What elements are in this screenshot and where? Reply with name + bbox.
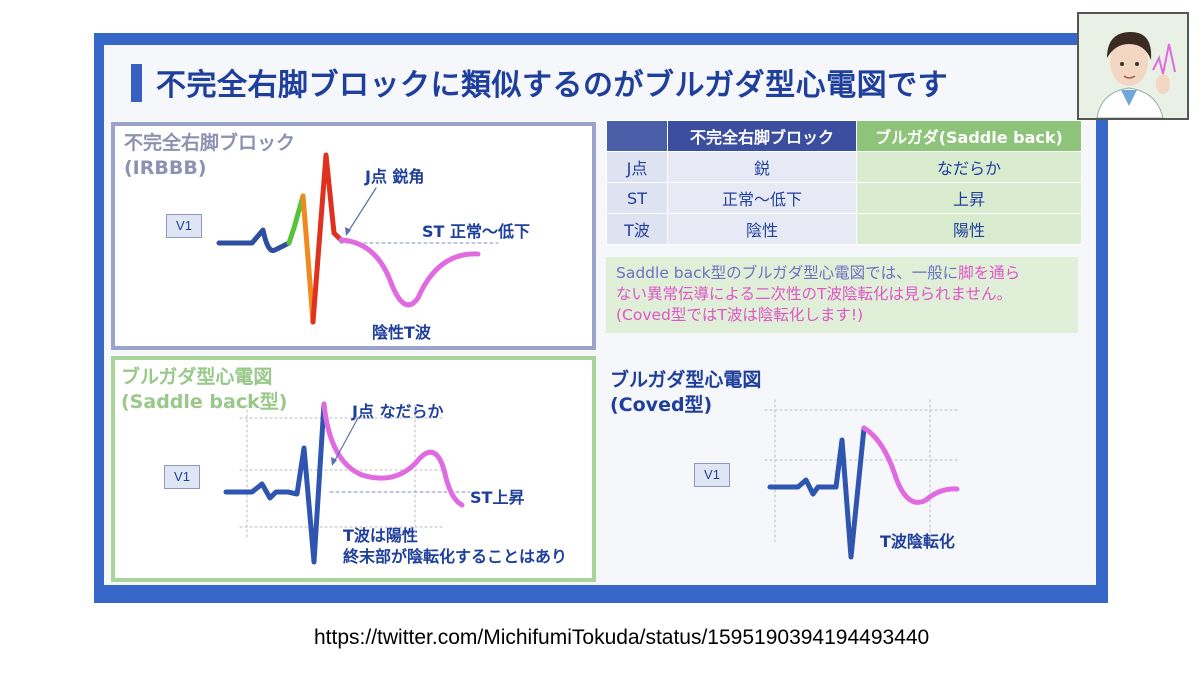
- irbbb-st-label: ST 正常〜低下: [422, 222, 531, 241]
- saddle-back-j-point-label: J点 なだらか: [352, 402, 444, 421]
- saddle-back-st-label: ST上昇: [470, 488, 525, 507]
- table-row: ST 正常〜低下 上昇: [606, 182, 1082, 214]
- table-row: J点 鋭 なだらか: [606, 151, 1082, 183]
- table-cell-irbbb: 鋭: [667, 151, 857, 183]
- saddle-back-lead-label: V1: [164, 465, 200, 489]
- irbbb-ecg-trace: [216, 152, 499, 325]
- table-cell-brugada: 上昇: [856, 182, 1082, 214]
- table-row-label: J点: [606, 151, 668, 183]
- irbbb-lead-label: V1: [166, 214, 202, 238]
- table-row-label: T波: [606, 213, 668, 245]
- comparison-table: 不完全右脚ブロック ブルガダ(Saddle back) J点 鋭 なだらか ST…: [606, 120, 1082, 245]
- saddle-back-t-note-2: 終末部が陰転化することはあり: [343, 547, 568, 566]
- table-header-cell: [606, 120, 668, 152]
- doctor-avatar-icon: [1077, 12, 1189, 120]
- coved-t-wave-label: T波陰転化: [880, 532, 955, 551]
- table-cell-brugada: なだらか: [856, 151, 1082, 183]
- source-url[interactable]: https://twitter.com/MichifumiTokuda/stat…: [314, 626, 930, 649]
- irbbb-title: 不完全右脚ブロック (IRBBB): [124, 132, 296, 179]
- table-row: T波 陰性 陽性: [606, 213, 1082, 245]
- note-text: Saddle back型のブルガダ型心電図では、一般に: [616, 264, 959, 282]
- saddle-back-title: ブルガダ型心電図 (Saddle back型): [121, 366, 288, 413]
- title-accent-bar: [131, 64, 142, 102]
- explanation-note: Saddle back型のブルガダ型心電図では、一般に脚を通ら ない異常伝導によ…: [606, 257, 1078, 333]
- saddle-back-t-note-1: T波は陽性: [343, 526, 418, 545]
- coved-title: ブルガダ型心電図 (Coved型): [610, 369, 762, 416]
- slide-title: 不完全右脚ブロックに類似するのがブルガダ型心電図です: [156, 68, 949, 103]
- table-cell-irbbb: 正常〜低下: [667, 182, 857, 214]
- coved-ecg-trace: [764, 399, 961, 560]
- table-cell-brugada: 陽性: [856, 213, 1082, 245]
- saddle-back-ecg-trace: [223, 401, 471, 565]
- table-header-cell: ブルガダ(Saddle back): [856, 120, 1082, 152]
- table-row-label: ST: [606, 182, 668, 214]
- table-cell-irbbb: 陰性: [667, 213, 857, 245]
- note-highlight: ない異常伝導による二次性のT波陰転化は見られません。: [616, 285, 1013, 303]
- coved-lead-label: V1: [694, 463, 730, 487]
- irbbb-j-point-label: J点 鋭角: [365, 167, 425, 186]
- table-header-row: 不完全右脚ブロック ブルガダ(Saddle back): [606, 120, 1082, 152]
- note-highlight: 脚を通ら: [958, 264, 1021, 282]
- irbbb-t-wave-label: 陰性T波: [372, 323, 431, 342]
- note-highlight: (Coved型ではT波は陰転化します!): [616, 306, 864, 324]
- table-header-cell: 不完全右脚ブロック: [667, 120, 857, 152]
